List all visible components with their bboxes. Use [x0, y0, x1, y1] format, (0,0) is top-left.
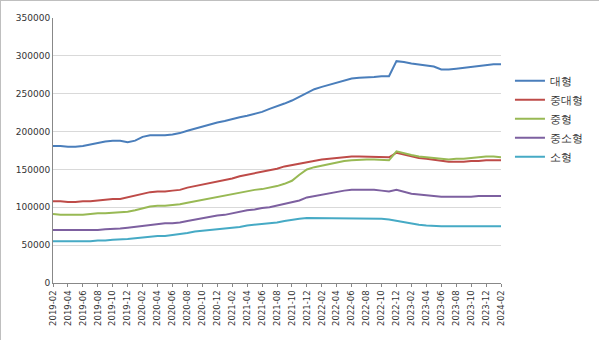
- svg-text:중대형: 중대형: [550, 94, 583, 107]
- svg-text:2023-10: 2023-10: [466, 290, 476, 326]
- svg-text:2021-04: 2021-04: [242, 290, 252, 326]
- svg-text:2021-12: 2021-12: [302, 290, 312, 326]
- svg-text:2021-08: 2021-08: [272, 290, 282, 326]
- svg-text:2019-12: 2019-12: [122, 290, 132, 326]
- svg-text:2022-04: 2022-04: [331, 290, 341, 326]
- svg-text:2023-08: 2023-08: [451, 290, 461, 326]
- svg-text:2024-02: 2024-02: [496, 290, 506, 326]
- svg-text:2020-08: 2020-08: [182, 290, 192, 326]
- svg-text:2019-02: 2019-02: [48, 290, 58, 326]
- svg-text:300000: 300000: [16, 51, 51, 61]
- svg-text:2022-06: 2022-06: [346, 290, 356, 326]
- svg-text:중소형: 중소형: [550, 132, 583, 145]
- svg-text:2021-06: 2021-06: [257, 290, 267, 326]
- svg-text:2020-06: 2020-06: [167, 290, 177, 326]
- svg-text:2022-12: 2022-12: [391, 290, 401, 326]
- svg-text:2021-02: 2021-02: [227, 290, 237, 326]
- svg-text:2019-10: 2019-10: [107, 290, 117, 326]
- svg-text:2020-12: 2020-12: [212, 290, 222, 326]
- svg-text:350000: 350000: [16, 13, 51, 23]
- svg-text:2022-02: 2022-02: [317, 290, 327, 326]
- svg-text:2019-04: 2019-04: [63, 290, 73, 326]
- svg-text:소형: 소형: [550, 151, 572, 164]
- svg-text:2023-02: 2023-02: [406, 290, 416, 326]
- svg-text:100000: 100000: [16, 202, 51, 212]
- svg-text:50000: 50000: [22, 240, 51, 250]
- svg-text:2021-10: 2021-10: [287, 290, 297, 326]
- svg-text:150000: 150000: [16, 165, 51, 175]
- svg-text:2023-06: 2023-06: [436, 290, 446, 326]
- svg-text:중형: 중형: [550, 113, 572, 126]
- svg-text:2019-06: 2019-06: [78, 290, 88, 326]
- svg-text:2022-08: 2022-08: [361, 290, 371, 326]
- svg-text:대형: 대형: [550, 75, 572, 88]
- svg-text:2023-12: 2023-12: [481, 290, 491, 326]
- svg-text:2019-08: 2019-08: [93, 290, 103, 326]
- svg-text:200000: 200000: [16, 127, 51, 137]
- svg-text:2020-10: 2020-10: [197, 290, 207, 326]
- svg-text:2023-04: 2023-04: [421, 290, 431, 326]
- svg-text:250000: 250000: [16, 89, 51, 99]
- svg-text:2022-10: 2022-10: [376, 290, 386, 326]
- svg-text:2020-04: 2020-04: [152, 290, 162, 326]
- svg-text:0: 0: [44, 278, 50, 288]
- svg-text:2020-02: 2020-02: [137, 290, 147, 326]
